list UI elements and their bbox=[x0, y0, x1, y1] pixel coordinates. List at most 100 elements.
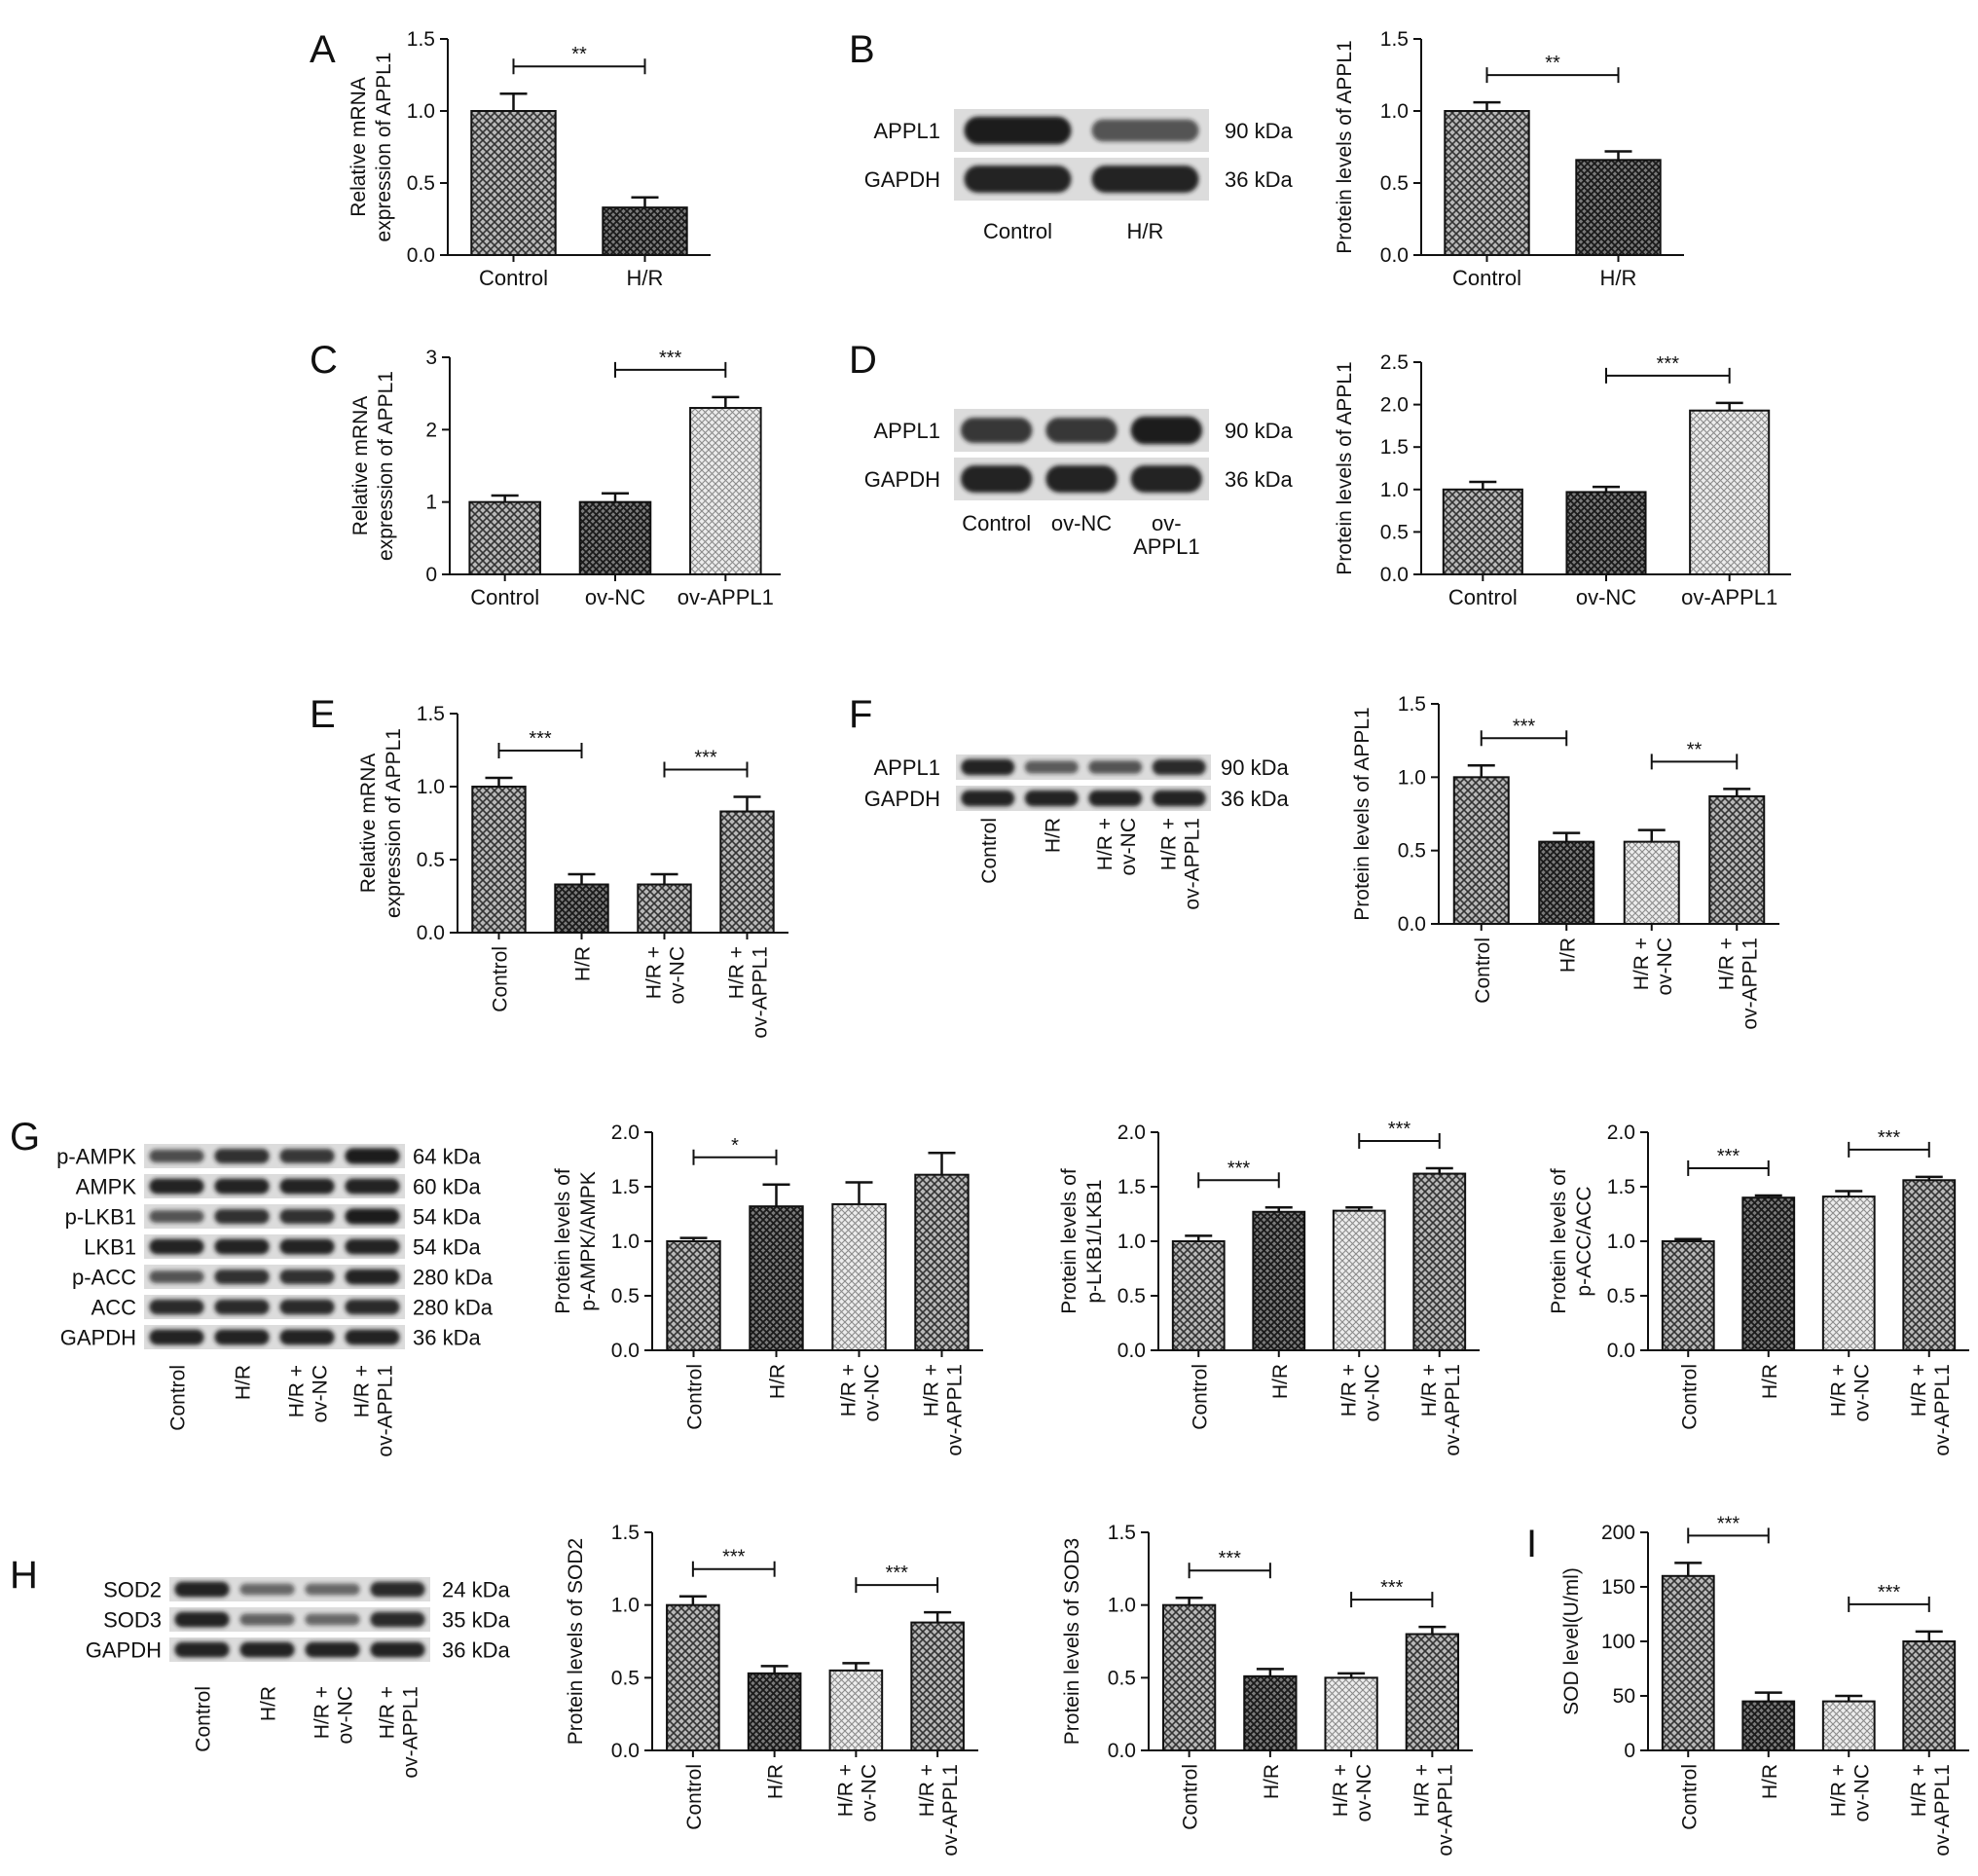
blot-lane-label: H/R bbox=[233, 1365, 255, 1400]
y-tick-label: 1.5 bbox=[1380, 436, 1409, 459]
western-blot-b: B APPL1 90 kDa GAPDH 36 kDa Control H/R bbox=[849, 28, 1293, 243]
blot-lane-label-group: Control bbox=[978, 818, 1001, 884]
blot-band bbox=[1130, 416, 1203, 445]
x-tick-label: ov-APPL1 bbox=[678, 585, 774, 609]
y-tick-label: 0.5 bbox=[407, 172, 435, 195]
blot-band bbox=[1091, 119, 1199, 142]
x-tick-label: H/R + bbox=[916, 1764, 938, 1817]
panel-letter: E bbox=[310, 693, 336, 736]
x-tick-label-group: H/R + ov-APPL1 bbox=[1715, 938, 1761, 1030]
bar bbox=[1575, 159, 1662, 257]
y-axis-label: Protein levels of APPL1 bbox=[1334, 361, 1356, 574]
blot-lane-label: ov- bbox=[1152, 511, 1182, 535]
bar bbox=[1708, 794, 1766, 925]
bar bbox=[749, 1205, 804, 1352]
y-tick-label: 1.0 bbox=[1380, 479, 1409, 501]
y-axis-label: SOD level(U/ml) bbox=[1560, 1567, 1583, 1715]
bar bbox=[578, 500, 652, 576]
x-tick-label: H/R + bbox=[838, 1364, 861, 1416]
blot-lane-label: ov-APPL1 bbox=[1181, 818, 1203, 910]
significance-label: *** bbox=[1878, 1127, 1901, 1149]
blot-band bbox=[149, 1299, 204, 1315]
blot-band bbox=[1091, 166, 1199, 193]
y-tick-label: 1.5 bbox=[1108, 1522, 1136, 1544]
significance-label: *** bbox=[1657, 353, 1680, 375]
blot-band bbox=[279, 1149, 335, 1163]
chart-d: 0.0 0.5 1.0 1.5 2.0 2.5 Protein levels of APPL… bbox=[1334, 351, 1791, 609]
chart-g3: 0.0 0.5 1.0 1.5 2.0 Protein levels of p-ACC/AC… bbox=[1548, 1122, 1969, 1456]
y-tick-label: 1.5 bbox=[407, 28, 435, 51]
chart-c: C 0 1 2 3 Relative mRNA expression of APPL1 Con… bbox=[310, 339, 781, 609]
blot-lane-label: ov-APPL1 bbox=[400, 1686, 422, 1779]
x-tick-label: ov-NC bbox=[1850, 1364, 1873, 1422]
x-tick-label-group: H/R + ov-APPL1 bbox=[916, 1764, 962, 1857]
blot-band bbox=[149, 1238, 204, 1255]
bar bbox=[1661, 1574, 1715, 1752]
x-tick-label-group: H/R bbox=[1557, 938, 1579, 973]
blots-layer: B APPL1 90 kDa GAPDH 36 kDa Control H/R D APPL1 9… bbox=[10, 28, 1293, 1779]
blot-kda-label: 60 kDa bbox=[413, 1175, 481, 1199]
bar bbox=[1565, 491, 1647, 575]
y-axis-label: p-AMPK/AMPK bbox=[577, 1171, 600, 1311]
bar bbox=[1252, 1210, 1306, 1352]
x-tick-label: H/R + bbox=[1630, 938, 1653, 990]
y-tick-label: 1.0 bbox=[1117, 1231, 1146, 1253]
significance-label: *** bbox=[722, 1547, 746, 1568]
bar bbox=[828, 1669, 884, 1752]
blot-band bbox=[305, 1613, 360, 1626]
x-tick-label: Control bbox=[1678, 1364, 1701, 1430]
blot-row-label: APPL1 bbox=[874, 119, 941, 143]
blot-row-label: GAPDH bbox=[86, 1638, 162, 1663]
blot-row-label: AMPK bbox=[76, 1175, 137, 1199]
panel-letter: C bbox=[310, 339, 338, 382]
blot-band bbox=[214, 1299, 270, 1315]
x-tick-label-group: Control bbox=[1472, 938, 1494, 1004]
blot-row-label: p-LKB1 bbox=[65, 1205, 136, 1230]
x-tick-label: ov-NC bbox=[858, 1764, 880, 1822]
blot-band bbox=[214, 1148, 270, 1164]
x-tick-label: H/R bbox=[1759, 1364, 1781, 1399]
blot-band bbox=[370, 1581, 425, 1598]
significance-label: ** bbox=[571, 44, 587, 65]
blot-lane-label-group: H/R + ov-APPL1 bbox=[351, 1365, 397, 1457]
chart-h1: 0.0 0.5 1.0 1.5 Protein levels of SOD2 Contro… bbox=[565, 1522, 978, 1857]
x-tick-label: H/R + bbox=[1908, 1764, 1930, 1817]
significance-label: *** bbox=[1878, 1582, 1901, 1603]
bar bbox=[831, 1202, 887, 1352]
blot-band bbox=[149, 1178, 204, 1195]
blot-row-label: p-AMPK bbox=[56, 1145, 136, 1169]
x-tick-label-group: H/R bbox=[1759, 1364, 1781, 1399]
y-axis-label: expression of APPL1 bbox=[383, 728, 405, 918]
blot-band bbox=[1088, 790, 1143, 807]
blot-band bbox=[239, 1641, 295, 1658]
y-tick-label: 3 bbox=[425, 347, 437, 369]
blot-lane-label-group: H/R + ov-APPL1 bbox=[1157, 818, 1203, 910]
y-axis-label: expression of APPL1 bbox=[375, 371, 397, 561]
western-blot-h: H SOD2 24 kDa SOD3 35 kDa GAPDH 36 kDa Control H… bbox=[10, 1554, 510, 1779]
y-tick-label: 2.0 bbox=[1117, 1122, 1146, 1144]
x-tick-label: H/R + bbox=[726, 946, 749, 999]
y-tick-label: 2.0 bbox=[1607, 1122, 1635, 1144]
blot-band bbox=[279, 1208, 335, 1225]
x-tick-label: Control bbox=[1189, 1364, 1211, 1430]
y-tick-label: 0.0 bbox=[407, 244, 435, 267]
blot-lane-label: H/R + bbox=[1157, 818, 1180, 870]
x-tick-label: Control bbox=[479, 266, 548, 290]
x-tick-label: ov-APPL1 bbox=[1739, 938, 1761, 1030]
x-tick-label: Control bbox=[1448, 585, 1518, 609]
x-tick-label: ov-APPL1 bbox=[1442, 1364, 1464, 1456]
y-axis-label: p-ACC/ACC bbox=[1573, 1186, 1595, 1296]
blot-lane-label: H/R bbox=[1042, 818, 1064, 853]
blot-band bbox=[305, 1641, 360, 1658]
x-tick-label: H/R bbox=[627, 266, 664, 290]
x-tick-label: Control bbox=[1678, 1764, 1701, 1830]
x-tick-label: Control bbox=[470, 585, 539, 609]
blot-band bbox=[305, 1583, 360, 1596]
chart-g2: 0.0 0.5 1.0 1.5 2.0 Protein levels of p-LKB1/L… bbox=[1058, 1119, 1480, 1456]
x-tick-label-group: H/R bbox=[767, 1364, 789, 1399]
x-tick-label: Control bbox=[490, 946, 512, 1012]
y-tick-label: 0.0 bbox=[1607, 1340, 1635, 1362]
x-tick-label-group: Control bbox=[1678, 1364, 1701, 1430]
blot-lane-label: H/R + bbox=[1094, 818, 1117, 870]
